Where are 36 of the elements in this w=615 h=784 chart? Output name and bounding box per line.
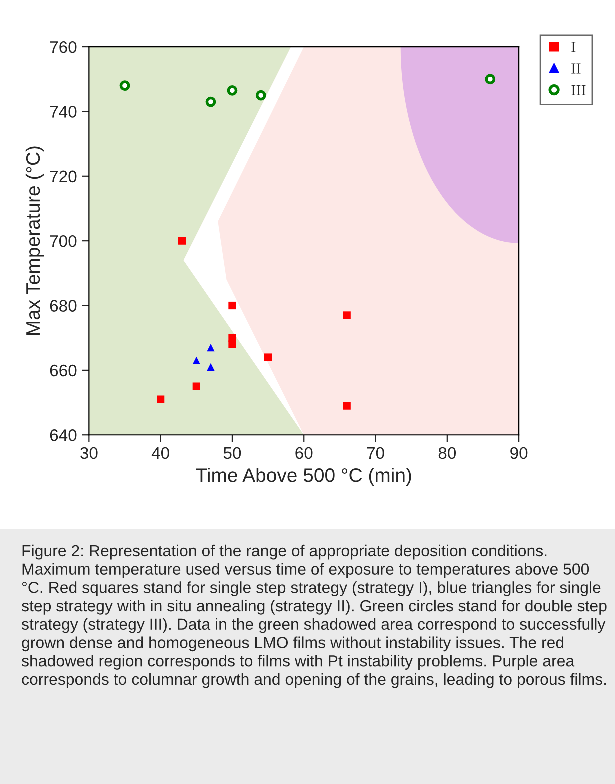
y-tick-label: 660	[50, 364, 77, 377]
point	[192, 356, 200, 365]
y-tick-label: 720	[50, 170, 77, 183]
point	[120, 80, 130, 92]
x-tick-label: 30	[80, 447, 98, 460]
point	[206, 96, 216, 108]
point	[228, 340, 236, 348]
point	[157, 396, 165, 404]
point	[228, 302, 236, 310]
y-tick-label: 680	[50, 300, 77, 312]
point	[227, 86, 238, 96]
y-tick-label: 740	[50, 106, 77, 118]
x-tick-label: 50	[224, 447, 242, 460]
point	[485, 74, 496, 85]
x-tick-label: 90	[510, 447, 528, 460]
point	[207, 363, 215, 372]
point	[343, 402, 351, 410]
y-axis-title: Max Temperature (°C)	[26, 146, 44, 336]
legend-label: III	[572, 85, 586, 96]
point	[178, 237, 186, 245]
legend-label: I	[572, 42, 576, 52]
x-tick-label: 70	[367, 447, 384, 460]
x-tick-label: 80	[438, 447, 456, 460]
y-tick-label: 700	[50, 235, 77, 248]
point	[256, 90, 266, 101]
x-axis-title: Time Above 500 °C (min)	[196, 468, 412, 486]
x-tick-label: 40	[152, 447, 170, 460]
point	[343, 312, 351, 320]
point	[207, 344, 215, 352]
point	[264, 354, 272, 362]
legend-label: II	[572, 64, 581, 74]
caption: Figure 2: Representation of the range of appropriate deposition conditions. Maximum temperature used versus time of exposure to temperatures above 500 °C. Red squares stand for single step strategy (strategy I), blue triangles for single step strategy with in situ annealing (strategy II). Green circles stand for double step strategy (strategy III). Data in the green shadowed area correspond to successfully grown dense and homogeneous LMO films without instability issues. The red shadowed region corresponds to films with Pt instability problems. Purple area corresponds to columnar growth and opening of the grains, leading to porous films.	[22, 544, 607, 688]
y-tick-label: 760	[50, 41, 77, 54]
point	[192, 382, 200, 390]
y-tick-label: 640	[50, 430, 77, 442]
x-tick-label: 60	[296, 447, 313, 460]
